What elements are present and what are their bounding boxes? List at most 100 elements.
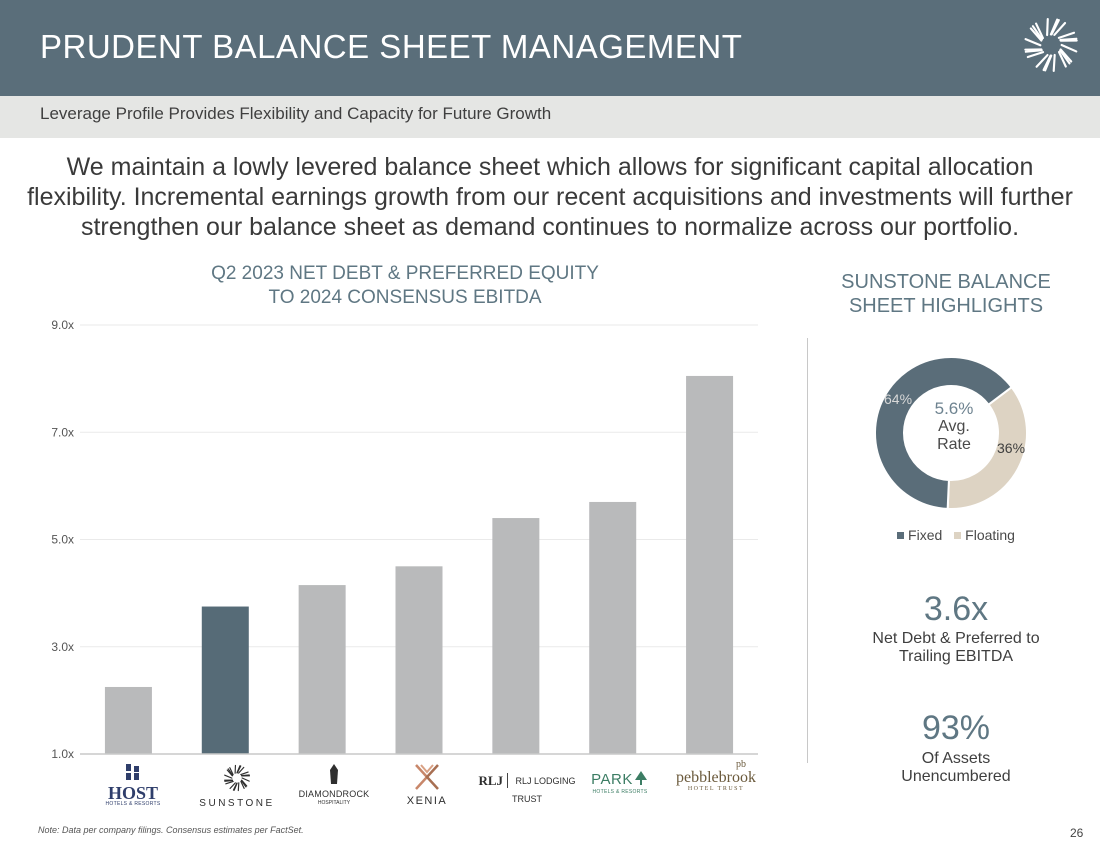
diamondrock-mark-icon (330, 764, 338, 784)
sunstone-mark-icon (224, 764, 250, 792)
rlj-name: RLJ LODGING TRUST (512, 776, 576, 804)
sunburst-icon (1024, 18, 1078, 73)
sun-ray (1031, 25, 1044, 41)
legend-fixed: Fixed (897, 527, 942, 543)
sun-ray (1057, 31, 1076, 39)
intro-paragraph: We maintain a lowly levered balance shee… (27, 153, 1073, 241)
pebblebrook-logo: pb pebblebrook HOTEL TRUST (676, 760, 756, 810)
legend-floating: Floating (954, 527, 1015, 543)
donut-segment-fixed (874, 357, 1014, 509)
unencumbered-stat-value: 93% (921, 709, 991, 747)
park-sub: HOTELS & RESORTS (592, 789, 648, 795)
header-bar (0, 0, 1100, 96)
bar-sunstone (201, 606, 249, 754)
diamondrock-logo: DIAMONDROCK HOSPITALITY (288, 764, 380, 814)
sun-ray (1059, 48, 1073, 63)
avg-rate-label-line2: Rate (937, 436, 971, 453)
sun-ray (1029, 27, 1043, 42)
park-tree-icon (634, 771, 647, 785)
xenia-logo: XENIA (392, 764, 462, 814)
sun-ray (1059, 49, 1071, 65)
sun-ray (1053, 21, 1067, 36)
y-tick-label: 1.0x (51, 747, 74, 761)
unencumbered-stat-label-line1: Of Assets (921, 750, 991, 767)
sidebar-title-line2: SHEET HIGHLIGHTS (848, 295, 1044, 317)
sun-ray (224, 774, 233, 779)
rlj-logo: RLJ RLJ LODGING TRUST (470, 772, 584, 822)
bar-host-hotels-resorts (104, 686, 152, 754)
legend-fixed-label: Fixed (908, 527, 943, 543)
sun-ray (225, 780, 234, 785)
sun-ray (241, 777, 250, 782)
xenia-mark-icon (415, 764, 439, 790)
sun-ray (227, 768, 234, 776)
unencumbered-stat-label-line2: Unencumbered (901, 768, 1011, 785)
sidebar-title-line1: SUNSTONE BALANCE (841, 271, 1051, 293)
pebblebrook-name: pebblebrook (676, 769, 756, 786)
page-title: PRUDENT BALANCE SHEET MANAGEMENT (40, 28, 743, 65)
chart-title-line1: Q2 2023 NET DEBT & PREFERRED EQUITY (211, 263, 599, 284)
bar-rlj-lodging-trust (492, 518, 540, 754)
net-debt-stat-label-line1: Net Debt & Preferred to (872, 630, 1040, 647)
sidebar-title: SUNSTONE BALANCE SHEET HIGHLIGHTS (826, 270, 1066, 318)
host-sub: HOTELS & RESORTS (105, 801, 161, 807)
subheader-bar (0, 96, 1100, 138)
legend-fixed-swatch (897, 532, 905, 539)
chart-title-line2: TO 2024 CONSENSUS EBITDA (268, 287, 542, 308)
diamondrock-sub: HOSPITALITY (317, 800, 351, 806)
y-tick-label: 9.0x (51, 318, 74, 332)
y-tick-label: 3.0x (51, 640, 74, 654)
donut-center-label: 5.6% Avg. Rate (910, 400, 998, 454)
park-name: PARK (591, 771, 633, 788)
fixed-percent-label: 64% (884, 391, 913, 407)
pebblebrook-sub: HOTEL TRUST (687, 786, 745, 792)
page-number: 26 (1070, 826, 1084, 840)
y-tick-label: 5.0x (51, 533, 74, 547)
bar-park-hotels-resorts (589, 501, 637, 754)
avg-rate-value: 5.6% (934, 399, 974, 418)
sun-ray (1060, 43, 1078, 53)
sunstone-logo: SUNSTONE (192, 764, 282, 814)
sun-ray (1042, 54, 1052, 72)
diamondrock-name: DIAMONDROCK (298, 789, 370, 799)
rlj-mark: RLJ (478, 773, 509, 788)
sun-ray (236, 765, 242, 774)
leverage-bar-chart: 1.0x 3.0x 5.0x 7.0x 9.0x (51, 318, 758, 761)
host-name: HOST (107, 783, 159, 803)
sun-ray (1024, 38, 1042, 47)
sun-ray (240, 771, 249, 776)
chart-title: Q2 2023 NET DEBT & PREFERRED EQUITY TO 2… (155, 262, 655, 310)
net-debt-stat-label: Net Debt & Preferred to Trailing EBITDA (846, 630, 1066, 666)
sun-ray (1057, 50, 1067, 68)
rate-donut-chart (874, 357, 1028, 509)
legend-floating-swatch (954, 532, 962, 539)
bar-diamondrock-hospitality (298, 585, 346, 754)
host-mark-icon (126, 764, 139, 780)
section-divider (807, 338, 808, 763)
sun-ray (1034, 22, 1045, 40)
sun-ray (240, 780, 247, 788)
net-debt-stat-value: 3.6x (923, 590, 989, 628)
sunstone-name: SUNSTONE (199, 798, 275, 809)
park-logo: PARK HOTELS & RESORTS (586, 770, 654, 820)
footnote: Note: Data per company filings. Consensu… (38, 825, 304, 835)
sun-ray (240, 780, 245, 789)
donut-legend: Fixed Floating (866, 527, 1046, 543)
unencumbered-stat-label: Of Assets Unencumbered (846, 750, 1066, 786)
donut-segment-floating (946, 385, 1028, 509)
sun-ray (1052, 53, 1056, 73)
bar-xenia (395, 566, 443, 754)
sun-ray (232, 782, 238, 791)
floating-percent-label: 36% (997, 440, 1026, 456)
sun-ray (1050, 19, 1060, 36)
avg-rate-label-line1: Avg. (938, 418, 970, 435)
sun-ray (229, 767, 234, 776)
legend-floating-label: Floating (965, 527, 1015, 543)
sun-ray (229, 782, 236, 790)
sun-ray (1026, 51, 1045, 59)
sun-ray (226, 769, 233, 777)
host-logo: HOST HOTELS & RESORTS (98, 764, 168, 814)
bar-pebblebrook-hotel-trust (686, 375, 734, 754)
sun-ray (1046, 18, 1049, 37)
xenia-name: XENIA (406, 795, 448, 807)
